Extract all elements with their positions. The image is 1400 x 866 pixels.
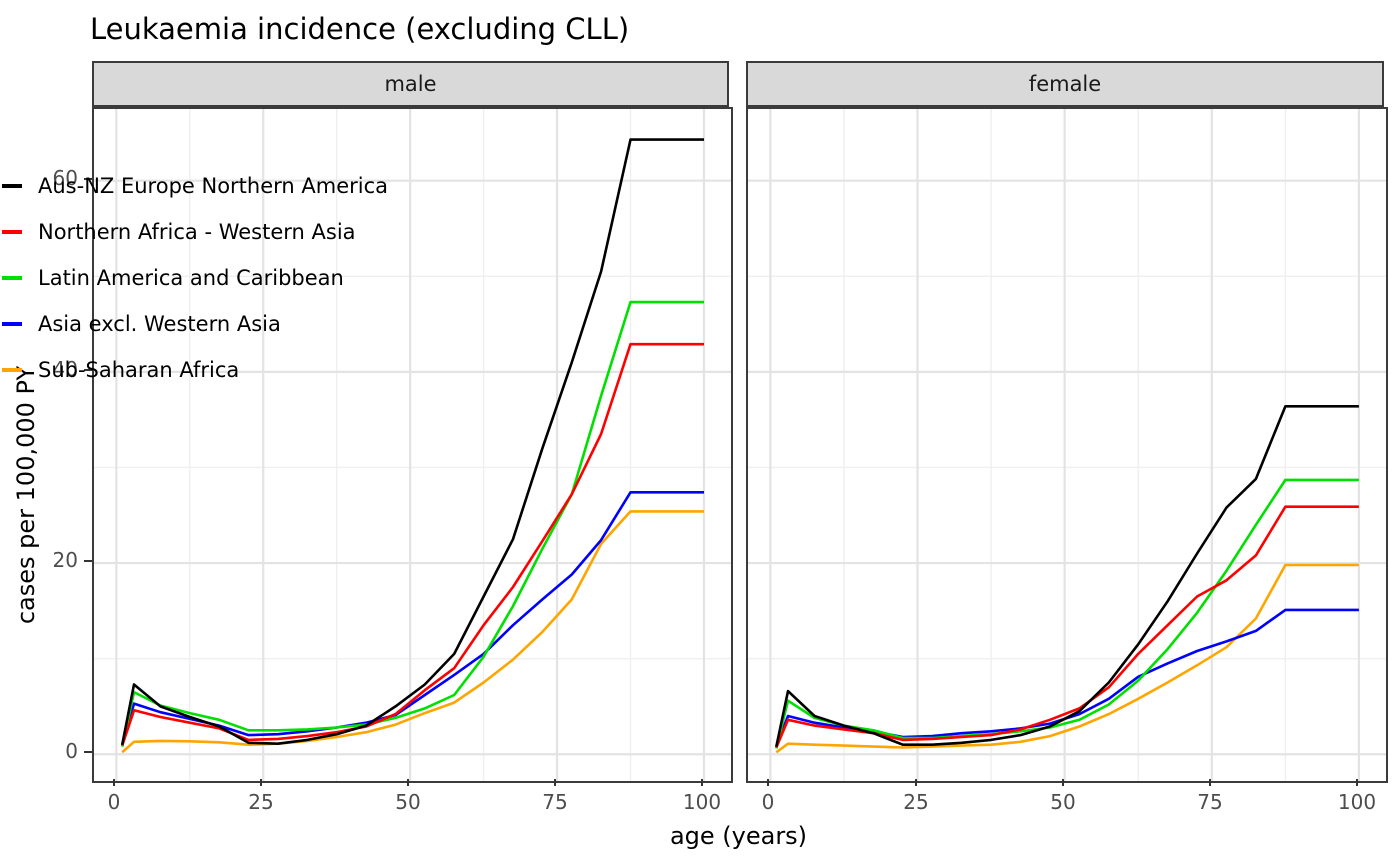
facet-strip-male: male bbox=[92, 61, 729, 107]
x-tick-label: 25 bbox=[903, 790, 929, 814]
x-axis-title: age (years) bbox=[669, 822, 808, 850]
x-tick-mark bbox=[1356, 779, 1358, 786]
legend-key-line bbox=[2, 230, 22, 234]
legend-key-line bbox=[2, 368, 22, 372]
x-tick-mark bbox=[767, 779, 769, 786]
y-tick-label: 20 bbox=[52, 548, 78, 572]
x-tick-label: 75 bbox=[542, 790, 568, 814]
legend-item: Northern Africa - Western Asia bbox=[2, 218, 356, 246]
y-tick-mark bbox=[84, 751, 92, 753]
x-tick-label: 50 bbox=[1050, 790, 1076, 814]
facet-strip-label-male: male bbox=[384, 72, 437, 96]
x-tick-label: 25 bbox=[248, 790, 274, 814]
panel-female bbox=[746, 107, 1388, 783]
series-line-female bbox=[775, 478, 1359, 749]
series-line-male bbox=[120, 342, 704, 747]
y-tick-mark bbox=[84, 178, 92, 180]
y-tick-mark bbox=[84, 560, 92, 562]
facet-strip-label-female: female bbox=[1028, 72, 1102, 96]
legend-key-line bbox=[2, 276, 22, 280]
x-tick-label: 75 bbox=[1197, 790, 1223, 814]
legend-key-line bbox=[2, 322, 22, 326]
x-tick-mark bbox=[113, 779, 115, 786]
x-tick-mark bbox=[407, 779, 409, 786]
legend-label: Northern Africa - Western Asia bbox=[38, 220, 356, 244]
legend-item: Aus-NZ Europe Northern America bbox=[2, 172, 388, 200]
x-tick-label: 100 bbox=[1337, 790, 1377, 814]
legend-key-line bbox=[2, 184, 22, 188]
legend-item: Latin America and Caribbean bbox=[2, 264, 344, 292]
panel-male bbox=[92, 107, 733, 783]
legend-label: Aus-NZ Europe Northern America bbox=[38, 174, 389, 198]
series-line-male bbox=[120, 138, 704, 746]
facet-strip-female: female bbox=[746, 61, 1384, 107]
y-tick-label: 60 bbox=[52, 166, 78, 190]
series-line-female bbox=[775, 608, 1359, 748]
x-tick-label: 100 bbox=[682, 790, 722, 814]
legend-item: Sub-Saharan Africa bbox=[2, 356, 239, 384]
x-tick-mark bbox=[260, 779, 262, 786]
y-tick-label: 0 bbox=[65, 739, 78, 763]
y-tick-mark bbox=[84, 369, 92, 371]
legend-label: Latin America and Caribbean bbox=[38, 266, 344, 290]
legend-item: Asia excl. Western Asia bbox=[2, 310, 281, 338]
series-line-male bbox=[120, 490, 704, 746]
series-line-female bbox=[775, 505, 1359, 749]
legend-label: Asia excl. Western Asia bbox=[38, 312, 281, 336]
series-line-male bbox=[121, 510, 704, 754]
y-tick-label: 40 bbox=[52, 357, 78, 381]
legend-label: Sub-Saharan Africa bbox=[38, 358, 240, 382]
x-tick-label: 50 bbox=[395, 790, 421, 814]
series-line-female bbox=[775, 404, 1359, 747]
x-tick-mark bbox=[701, 779, 703, 786]
x-tick-label: 0 bbox=[761, 790, 775, 814]
x-tick-mark bbox=[1209, 779, 1211, 786]
x-tick-label: 0 bbox=[107, 790, 121, 814]
series-line-female bbox=[775, 563, 1359, 754]
x-tick-mark bbox=[915, 779, 917, 786]
x-tick-mark bbox=[1062, 779, 1064, 786]
x-tick-mark bbox=[554, 779, 556, 786]
y-axis-title: cases per 100,000 PY bbox=[12, 365, 40, 625]
chart-title: Leukaemia incidence (excluding CLL) bbox=[90, 12, 630, 46]
